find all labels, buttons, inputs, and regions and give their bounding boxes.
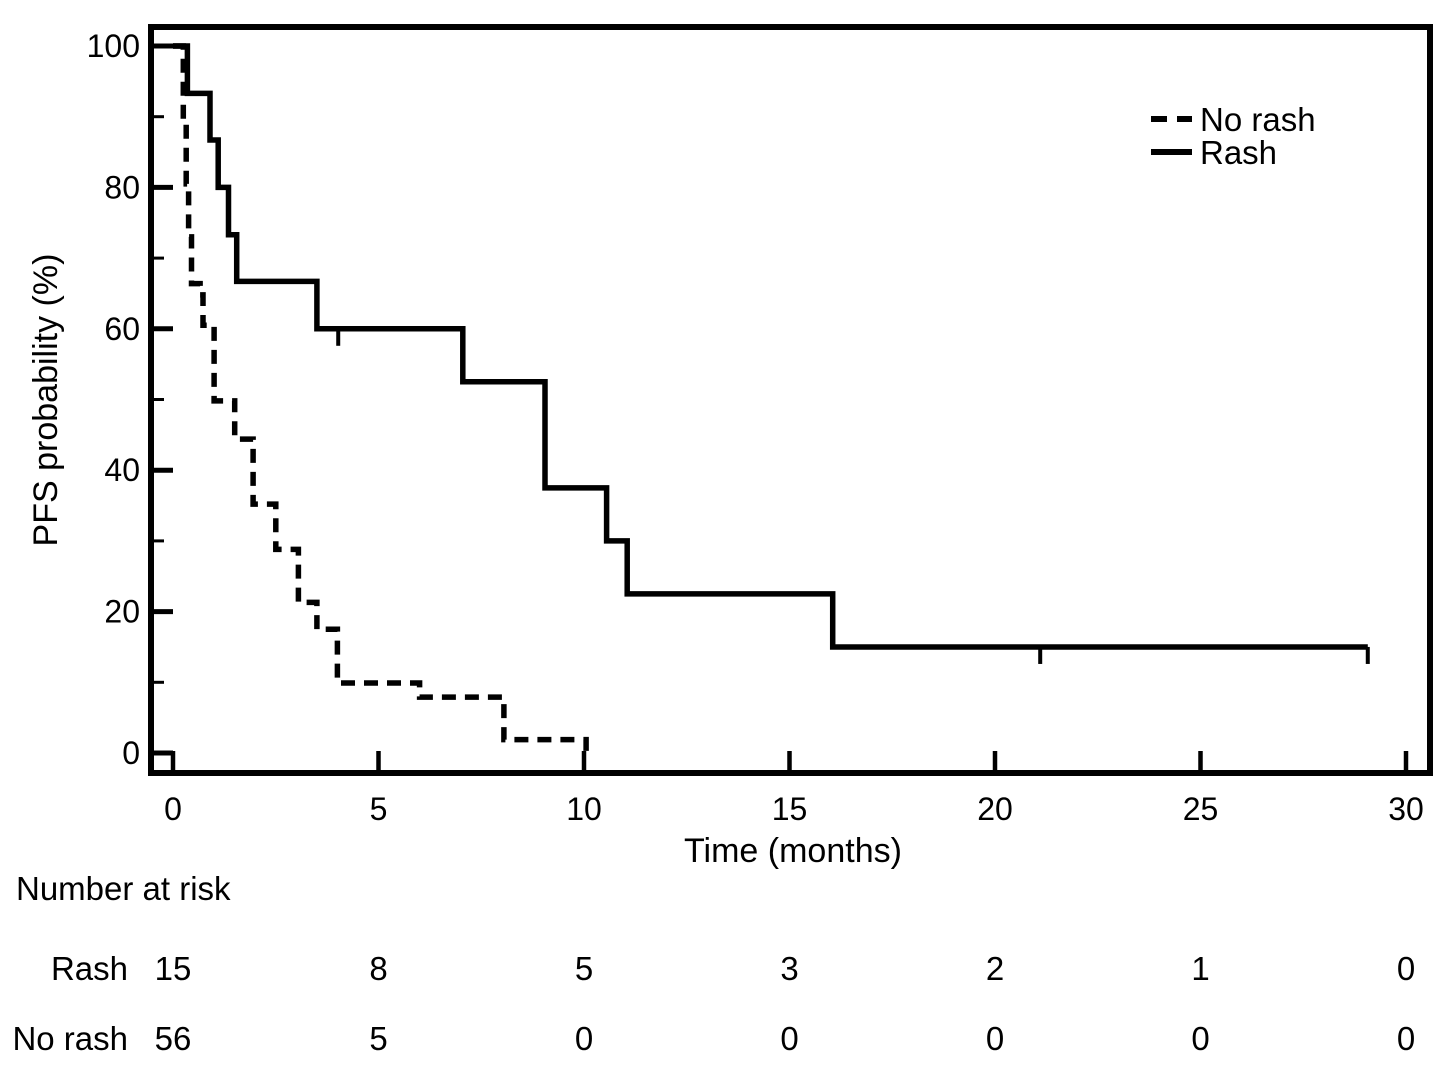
risk-value: 15 [155,950,192,987]
x-axis: 0 5 10 15 20 25 30 [164,751,1424,827]
x-tick-label: 15 [772,791,808,827]
risk-value: 3 [780,950,798,987]
risk-value: 0 [780,1020,798,1057]
curve-no-rash [173,43,589,753]
y-tick-label: 100 [87,28,140,64]
x-tick-label: 30 [1388,791,1424,827]
risk-row-label: Rash [51,950,128,987]
curve-rash [173,43,1368,650]
y-axis: 0 20 40 60 80 100 [87,28,173,771]
x-tick-label: 25 [1183,791,1219,827]
plot-border [148,24,1433,776]
y-tick-label: 40 [104,452,140,488]
x-tick-label: 0 [164,791,182,827]
x-axis-title: Time (months) [684,832,902,870]
risk-table-title: Number at risk [16,870,231,907]
risk-value: 5 [575,950,593,987]
x-tick-label: 20 [977,791,1013,827]
risk-row-label: No rash [12,1020,128,1057]
legend-label: Rash [1200,134,1277,171]
risk-value: 1 [1191,950,1209,987]
risk-value: 0 [1397,1020,1415,1057]
risk-value: 56 [155,1020,192,1057]
survival-curves [173,43,1370,753]
risk-value: 0 [986,1020,1004,1057]
risk-table: Rash 15 8 5 3 2 1 0 No rash 56 5 0 0 0 0 0 [12,950,1415,1057]
y-tick-label: 0 [122,735,140,771]
risk-value: 2 [986,950,1004,987]
y-tick-label: 60 [104,311,140,347]
risk-value: 5 [369,1020,387,1057]
risk-value: 8 [369,950,387,987]
risk-value: 0 [575,1020,593,1057]
y-tick-label: 20 [104,594,140,630]
risk-value: 0 [1397,950,1415,987]
y-axis-title: PFS probability (%) [27,254,65,547]
risk-value: 0 [1191,1020,1209,1057]
y-tick-label: 80 [104,169,140,205]
x-tick-label: 10 [566,791,602,827]
x-tick-label: 5 [370,791,388,827]
legend-label: No rash [1200,101,1316,138]
